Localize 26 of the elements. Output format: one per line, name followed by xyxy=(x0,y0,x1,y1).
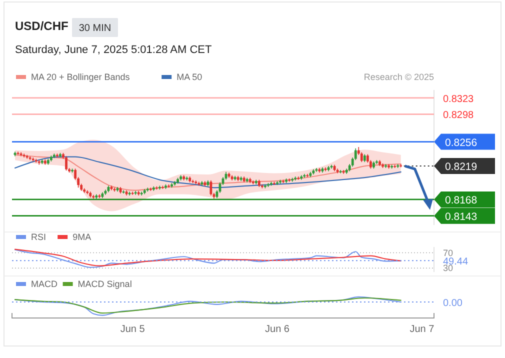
ref-line-label: 0.8298 xyxy=(443,110,474,122)
legend-label: MA 50 xyxy=(176,72,202,82)
ref-line-label: 0.8143 xyxy=(445,210,478,223)
ref-line-label: 0.8168 xyxy=(445,194,478,206)
text: Research © 2025 xyxy=(364,72,434,82)
ref-line-label: 0.8256 xyxy=(445,136,478,149)
candlestick xyxy=(131,191,134,196)
x-tick-label: Jun 7 xyxy=(410,324,435,335)
legend-label: 9MA xyxy=(72,232,92,242)
x-tick-label: Jun 5 xyxy=(120,324,146,335)
chart-title: USD/CHF xyxy=(15,19,68,33)
ref-line-label: 0.00 xyxy=(443,298,463,309)
ref-line-label: 0.8219 xyxy=(445,161,478,174)
candlestick xyxy=(297,176,300,180)
text: 30 MIN xyxy=(78,23,112,34)
legend-label: MA 20 + Bollinger Bands xyxy=(31,72,130,82)
candlestick xyxy=(65,156,68,172)
legend-label: MACD xyxy=(31,279,58,289)
legend-label: RSI xyxy=(31,232,46,242)
candlestick xyxy=(210,180,212,196)
legend-label: MACD Signal xyxy=(78,279,132,289)
ref-line-label: 0.8323 xyxy=(443,94,474,105)
x-tick-label: Jun 6 xyxy=(265,324,290,335)
chart-subtitle: Saturday, June 7, 2025 5:01:28 AM CET xyxy=(15,44,212,56)
y-tick-label: 70 xyxy=(443,248,454,258)
y-tick-label: 30 xyxy=(443,263,454,274)
